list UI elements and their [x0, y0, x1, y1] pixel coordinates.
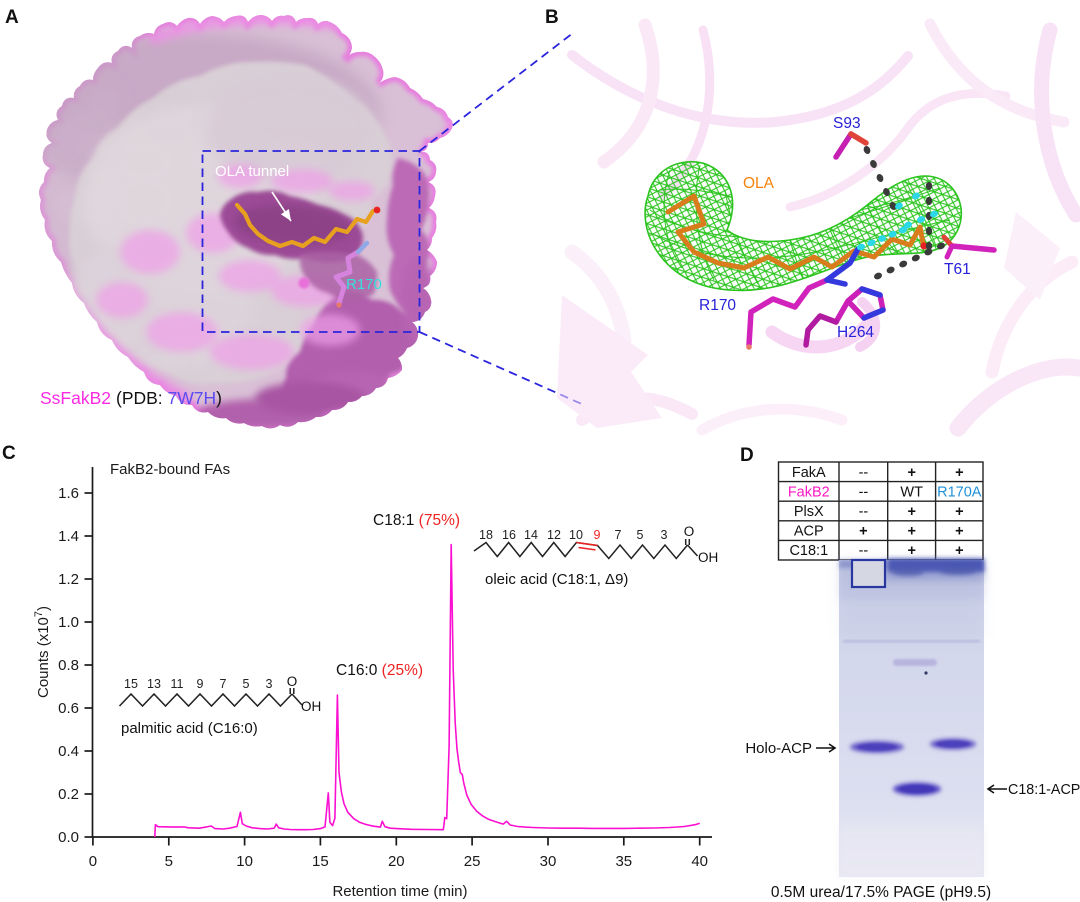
svg-text:12: 12: [547, 528, 561, 542]
svg-text:+: +: [955, 504, 963, 520]
svg-text:0.4: 0.4: [58, 743, 79, 760]
svg-text:1.4: 1.4: [58, 528, 79, 545]
svg-text:oleic acid (C18:1, Δ9): oleic acid (C18:1, Δ9): [485, 571, 628, 588]
svg-text:C: C: [2, 443, 16, 464]
svg-text:OH: OH: [698, 550, 718, 565]
svg-text:15: 15: [124, 677, 138, 691]
svg-text:+: +: [907, 504, 915, 520]
svg-text:15: 15: [312, 853, 329, 870]
svg-text:0: 0: [89, 853, 97, 870]
svg-text:7: 7: [615, 528, 622, 542]
svg-text:R170A: R170A: [937, 484, 982, 500]
svg-text:D: D: [740, 445, 754, 466]
svg-text:Counts (x107): Counts (x107): [33, 606, 52, 698]
svg-text:20: 20: [388, 853, 405, 870]
svg-text:5: 5: [165, 853, 173, 870]
svg-text:5: 5: [243, 677, 250, 691]
svg-text:40: 40: [691, 853, 708, 870]
svg-text:Holo-ACP: Holo-ACP: [745, 740, 812, 757]
svg-text:SsFakB2: SsFakB2: [40, 388, 111, 408]
svg-text:+: +: [955, 524, 963, 540]
svg-text:30: 30: [540, 853, 557, 870]
svg-text:B: B: [545, 7, 559, 28]
svg-text:OLA: OLA: [743, 175, 775, 192]
svg-text:25: 25: [464, 853, 481, 870]
svg-text:R170: R170: [346, 276, 382, 293]
svg-text:Retention time (min): Retention time (min): [332, 883, 467, 900]
svg-text:palmitic acid (C16:0): palmitic acid (C16:0): [121, 720, 258, 737]
svg-text:1.2: 1.2: [58, 571, 79, 588]
svg-text:R170: R170: [699, 297, 736, 314]
svg-text:FakB2-bound FAs: FakB2-bound FAs: [110, 461, 230, 478]
svg-text:+: +: [907, 543, 915, 559]
svg-text:10: 10: [236, 853, 253, 870]
svg-text:+: +: [859, 524, 867, 540]
svg-text:C18:1: C18:1: [789, 543, 828, 559]
svg-text:0.2: 0.2: [58, 786, 79, 803]
svg-text:16: 16: [502, 528, 516, 542]
svg-text:C18:1-ACP: C18:1-ACP: [1008, 782, 1080, 798]
svg-text:S93: S93: [833, 115, 861, 132]
svg-text:0.5M urea/17.5% PAGE (pH9.5): 0.5M urea/17.5% PAGE (pH9.5): [771, 884, 991, 901]
svg-text:7: 7: [220, 677, 227, 691]
svg-text:H264: H264: [837, 324, 874, 341]
svg-text:(PDB: 7W7H): (PDB: 7W7H): [116, 388, 222, 408]
svg-text:13: 13: [147, 677, 161, 691]
svg-text:--: --: [859, 484, 869, 500]
svg-text:OH: OH: [301, 699, 321, 714]
svg-text:1.0: 1.0: [58, 614, 79, 631]
svg-text:O: O: [287, 674, 298, 689]
svg-text:+: +: [955, 465, 963, 481]
svg-text:C18:1 (75%): C18:1 (75%): [373, 512, 460, 529]
svg-text:0.6: 0.6: [58, 700, 79, 717]
svg-text:18: 18: [479, 528, 493, 542]
svg-text:11: 11: [171, 677, 184, 691]
svg-text:FakA: FakA: [792, 465, 826, 481]
svg-text:+: +: [955, 543, 963, 559]
svg-text:3: 3: [661, 528, 668, 542]
svg-text:+: +: [907, 465, 915, 481]
svg-text:T61: T61: [944, 261, 971, 278]
svg-text:+: +: [907, 524, 915, 540]
svg-text:0.0: 0.0: [58, 829, 79, 846]
svg-text:C16:0 (25%): C16:0 (25%): [336, 662, 423, 679]
svg-text:1.6: 1.6: [58, 485, 79, 502]
svg-text:--: --: [859, 543, 869, 559]
svg-text:9: 9: [197, 677, 204, 691]
svg-text:35: 35: [615, 853, 632, 870]
svg-text:--: --: [859, 465, 869, 481]
svg-text:FakB2: FakB2: [788, 484, 830, 500]
svg-text:OLA tunnel: OLA tunnel: [215, 163, 289, 180]
svg-text:A: A: [5, 7, 19, 28]
svg-text:O: O: [684, 524, 695, 539]
svg-text:WT: WT: [900, 484, 923, 500]
svg-text:ACP: ACP: [794, 524, 824, 540]
svg-text:14: 14: [524, 528, 538, 542]
svg-text:3: 3: [266, 677, 273, 691]
svg-text:0.8: 0.8: [58, 657, 79, 674]
svg-text:PlsX: PlsX: [794, 504, 824, 520]
svg-text:--: --: [859, 504, 869, 520]
svg-text:9: 9: [594, 528, 601, 542]
svg-text:5: 5: [637, 528, 644, 542]
svg-text:10: 10: [569, 528, 583, 542]
